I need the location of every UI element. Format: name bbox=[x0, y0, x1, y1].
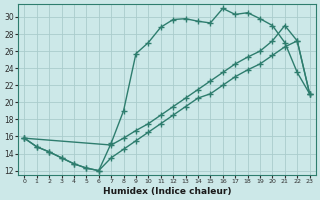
X-axis label: Humidex (Indice chaleur): Humidex (Indice chaleur) bbox=[103, 187, 231, 196]
